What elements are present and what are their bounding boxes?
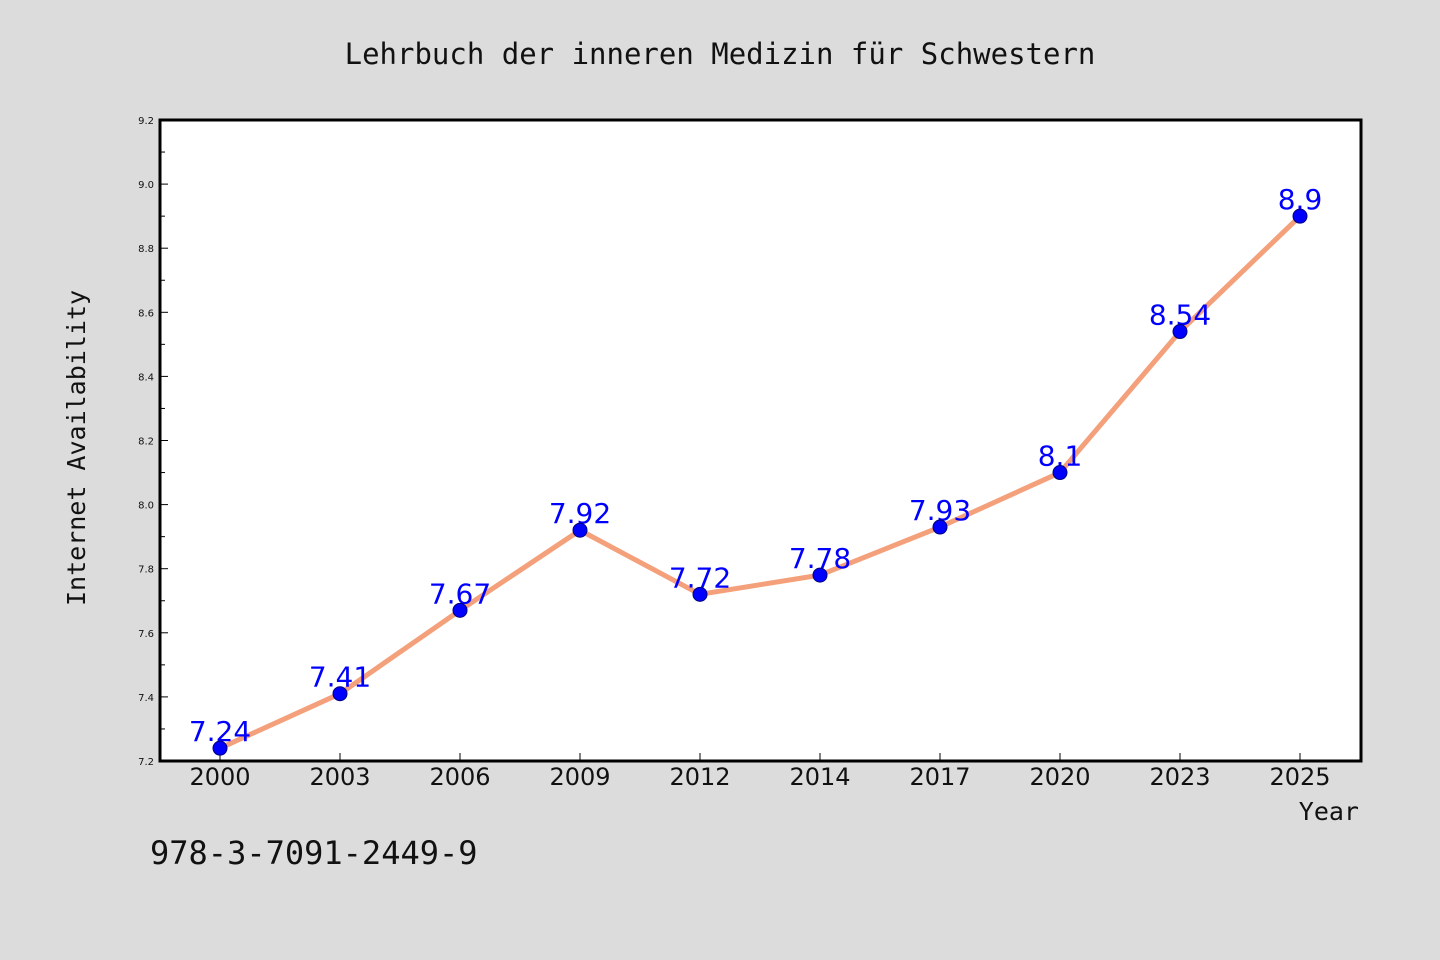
x-tick-label: 2014 [789,763,850,791]
data-point [332,686,348,702]
y-tick-label: 9.2 [138,116,154,127]
plot-frame [158,118,1363,763]
plot-area [160,120,1361,761]
data-point [1292,208,1308,224]
x-tick-label: 2012 [669,763,730,791]
data-point [572,522,588,538]
y-tick-label: 8.8 [138,244,154,255]
x-tick-label: 2017 [909,763,970,791]
x-tick-label: 2023 [1149,763,1210,791]
chart-title: Lehrbuch der inneren Medizin für Schwest… [345,37,1096,71]
data-point [692,586,708,602]
y-tick-label: 8.0 [138,501,154,512]
y-axis-label: Internet Availability [62,290,91,606]
data-point [812,567,828,583]
y-tick-label: 7.4 [138,693,154,704]
series-layer: 7.247.417.677.927.727.787.938.18.548.9 [189,183,1322,756]
data-point [212,740,228,756]
y-tick-label: 7.6 [138,629,154,640]
x-tick-label: 2025 [1269,763,1330,791]
x-tick-label: 2003 [309,763,370,791]
x-tick-label: 2020 [1029,763,1090,791]
x-tick-label: 2006 [429,763,490,791]
x-axis-ticks: 2000 2003 2006 2009 2012 2014 2017 2020 2023 2025 [189,753,1331,791]
y-tick-label: 8.4 [138,372,154,383]
data-point [932,519,948,535]
y-tick-label: 7.2 [138,757,154,768]
isbn-text: 978-3-7091-2449-9 [150,834,478,872]
x-tick-label: 2000 [189,763,250,791]
x-axis-label: Year [1299,797,1359,826]
series-line [217,213,1303,751]
y-tick-label: 8.2 [138,437,154,448]
data-point [1052,465,1068,481]
y-tick-label: 7.8 [138,565,154,576]
y-tick-label: 9.0 [138,180,154,191]
x-tick-label: 2009 [549,763,610,791]
y-tick-label: 8.6 [138,308,154,319]
data-point [452,602,468,618]
data-point [1172,324,1188,340]
